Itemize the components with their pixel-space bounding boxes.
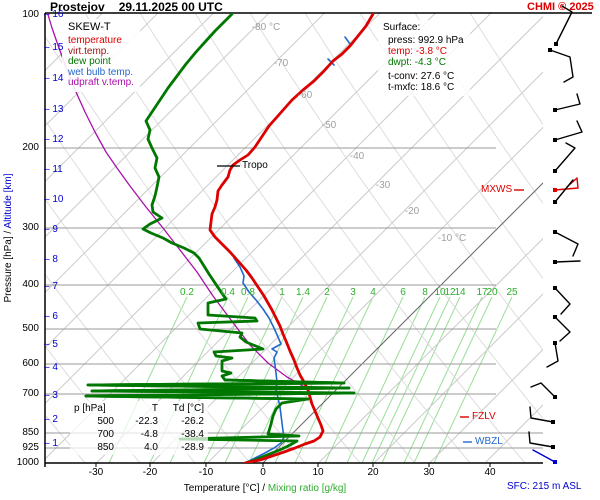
wind-barb [553,179,574,204]
wind-barb [554,5,573,46]
wind-barb [553,260,581,264]
wind-barb [546,341,559,368]
wind-barb [553,93,581,112]
wind-barb [532,449,557,464]
wind-barb [553,142,576,173]
wind-barb [553,230,579,257]
wind-barb-column [528,5,583,464]
wet-bulb-curve [233,257,285,463]
dew-point-curve [84,13,356,463]
wind-barb [548,48,574,83]
temperature-curve [208,13,375,463]
wind-barb [553,120,583,142]
sounding-curves [46,13,375,463]
wind-barb [529,406,555,424]
wind-barb [553,315,571,342]
wind-barb [528,431,555,449]
wind-barb [530,382,557,399]
updraft-virtual-temp-curve [46,13,309,390]
wind-barb [553,286,571,315]
